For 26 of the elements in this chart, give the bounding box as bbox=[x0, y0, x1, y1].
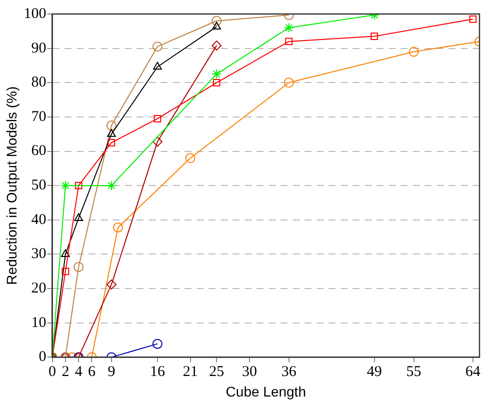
y-tick-label: 0 bbox=[38, 349, 46, 366]
y-tick-label: 40 bbox=[31, 212, 46, 228]
x-tick-label: 2 bbox=[62, 364, 70, 380]
x-tick-label: 55 bbox=[406, 364, 422, 380]
y-tick-label: 50 bbox=[31, 178, 46, 194]
y-tick-label: 100 bbox=[24, 6, 46, 22]
x-tick-label: 64 bbox=[465, 364, 481, 380]
y-tick-label: 20 bbox=[31, 280, 46, 296]
x-axis-title: Cube Length bbox=[226, 383, 306, 400]
y-tick-label: 70 bbox=[31, 108, 46, 125]
x-tick-label: 4 bbox=[74, 364, 83, 380]
x-tick-label: 36 bbox=[281, 364, 297, 380]
x-tick-label: 30 bbox=[242, 364, 257, 380]
y-axis-title: Reduction in Output Models (%) bbox=[3, 86, 20, 285]
x-tick-label: 6 bbox=[88, 364, 96, 380]
y-tick-label: 60 bbox=[31, 143, 46, 160]
y-tick-label: 80 bbox=[31, 74, 46, 91]
y-tick-label: 30 bbox=[31, 246, 46, 262]
x-tick-label: 49 bbox=[366, 364, 382, 380]
x-tick-label: 16 bbox=[150, 364, 166, 380]
x-tick-label: 21 bbox=[182, 364, 198, 380]
x-tick-label: 25 bbox=[209, 364, 224, 380]
y-tick-label: 10 bbox=[31, 314, 46, 331]
x-tick-label: 9 bbox=[108, 364, 116, 380]
x-tick-label: 0 bbox=[48, 364, 56, 380]
y-tick-label: 90 bbox=[31, 40, 46, 56]
